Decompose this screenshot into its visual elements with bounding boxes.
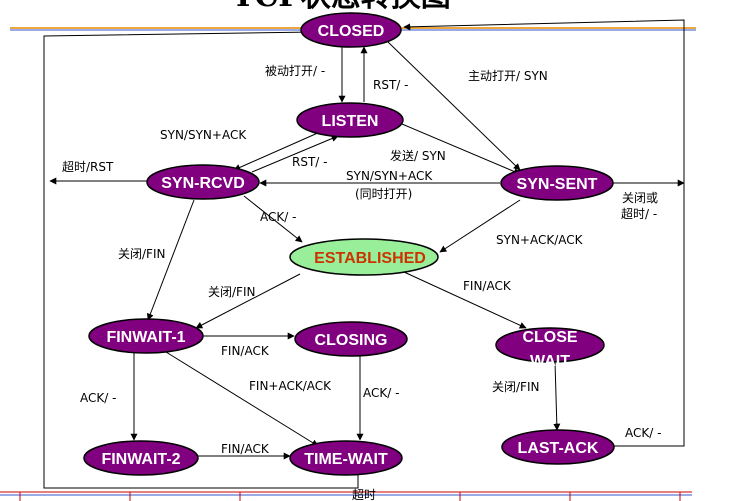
edge-fin-ack-est: [403, 271, 527, 329]
label-passive-open: 被动打开/ -: [265, 64, 325, 78]
label-send-syn: 发送/ SYN: [390, 148, 446, 163]
state-established: ESTABLISHED: [289, 238, 439, 276]
edge-send-syn: [401, 123, 521, 175]
label-simul-open-1: SYN/SYN+ACK: [346, 169, 433, 183]
label-rst-closed: RST/ -: [373, 78, 408, 92]
label-close-or-1: 关闭或: [622, 191, 658, 205]
state-listen-label: LISTEN: [322, 113, 379, 130]
state-closed-label: CLOSED: [318, 23, 385, 40]
label-synack-ack: SYN+ACK/ACK: [496, 233, 584, 247]
state-close-wait: CLOSE WAIT: [495, 327, 605, 370]
label-active-open: 主动打开/ SYN: [468, 69, 548, 83]
label-ack-closing: ACK/ -: [363, 386, 399, 400]
label-fin-ack-fw1: FIN/ACK: [221, 344, 270, 358]
edge-close-fin-rcvd: [146, 199, 195, 321]
edge-active-open: [387, 41, 521, 171]
label-timeout: 超时: [352, 487, 376, 501]
label-ack-fw1: ACK/ -: [80, 391, 116, 405]
edge-ack-rcvd: [243, 195, 303, 243]
edge-rst-listen: [251, 135, 339, 173]
label-ack-last: ACK/ -: [625, 426, 661, 440]
state-syn-sent: SYN-SENT: [500, 165, 614, 201]
edge-ack-last: [403, 19, 685, 447]
edge-finack-ack: [165, 351, 319, 447]
state-finwait1-label: FINWAIT-1: [106, 329, 185, 346]
state-established-label: ESTABLISHED: [314, 250, 426, 267]
state-closing: CLOSING: [294, 321, 408, 357]
state-closed: CLOSED: [300, 12, 402, 48]
state-finwait1: FINWAIT-1: [88, 318, 204, 354]
label-close-or-2: 超时/ -: [621, 206, 657, 221]
state-time-wait-label: TIME-WAIT: [304, 451, 388, 468]
edge-syn-synack: [233, 131, 321, 171]
state-close-wait-line1: CLOSE: [522, 329, 577, 346]
label-timeout-rst: 超时/RST: [62, 159, 114, 174]
label-fin-ack-fw2: FIN/ACK: [221, 442, 270, 456]
state-time-wait: TIME-WAIT: [289, 440, 403, 476]
state-closing-label: CLOSING: [315, 332, 388, 349]
label-close-fin-est: 关闭/FIN: [208, 285, 255, 299]
title-fragment: TCP状态转换图: [232, 0, 451, 14]
label-close-fin-cw: 关闭/FIN: [492, 380, 539, 394]
state-syn-sent-label: SYN-SENT: [517, 176, 598, 193]
edge-synack-ack: [439, 199, 521, 253]
edge-close-fin-est: [195, 273, 301, 329]
state-finwait2-label: FINWAIT-2: [101, 451, 180, 468]
state-listen: LISTEN: [296, 102, 404, 138]
label-simul-open-2: (同时打开): [355, 187, 412, 201]
label-ack-rcvd: ACK/ -: [260, 210, 296, 224]
label-fin-ack-est: FIN/ACK: [463, 279, 512, 293]
label-syn-synack: SYN/SYN+ACK: [160, 128, 247, 142]
state-finwait2: FINWAIT-2: [83, 440, 199, 476]
state-syn-rcvd: SYN-RCVD: [146, 164, 260, 200]
label-close-fin-rcvd: 关闭/FIN: [118, 247, 165, 261]
state-syn-rcvd-label: SYN-RCVD: [161, 175, 245, 192]
edge-timeout-loop: [43, 28, 359, 489]
state-close-wait-line2: WAIT: [530, 353, 570, 370]
edge-close-fin-cw: [553, 361, 561, 431]
label-rst-listen: RST/ -: [292, 155, 327, 169]
state-last-ack: LAST-ACK: [501, 429, 615, 465]
label-finack-ack: FIN+ACK/ACK: [249, 379, 332, 393]
state-last-ack-label: LAST-ACK: [518, 440, 599, 457]
